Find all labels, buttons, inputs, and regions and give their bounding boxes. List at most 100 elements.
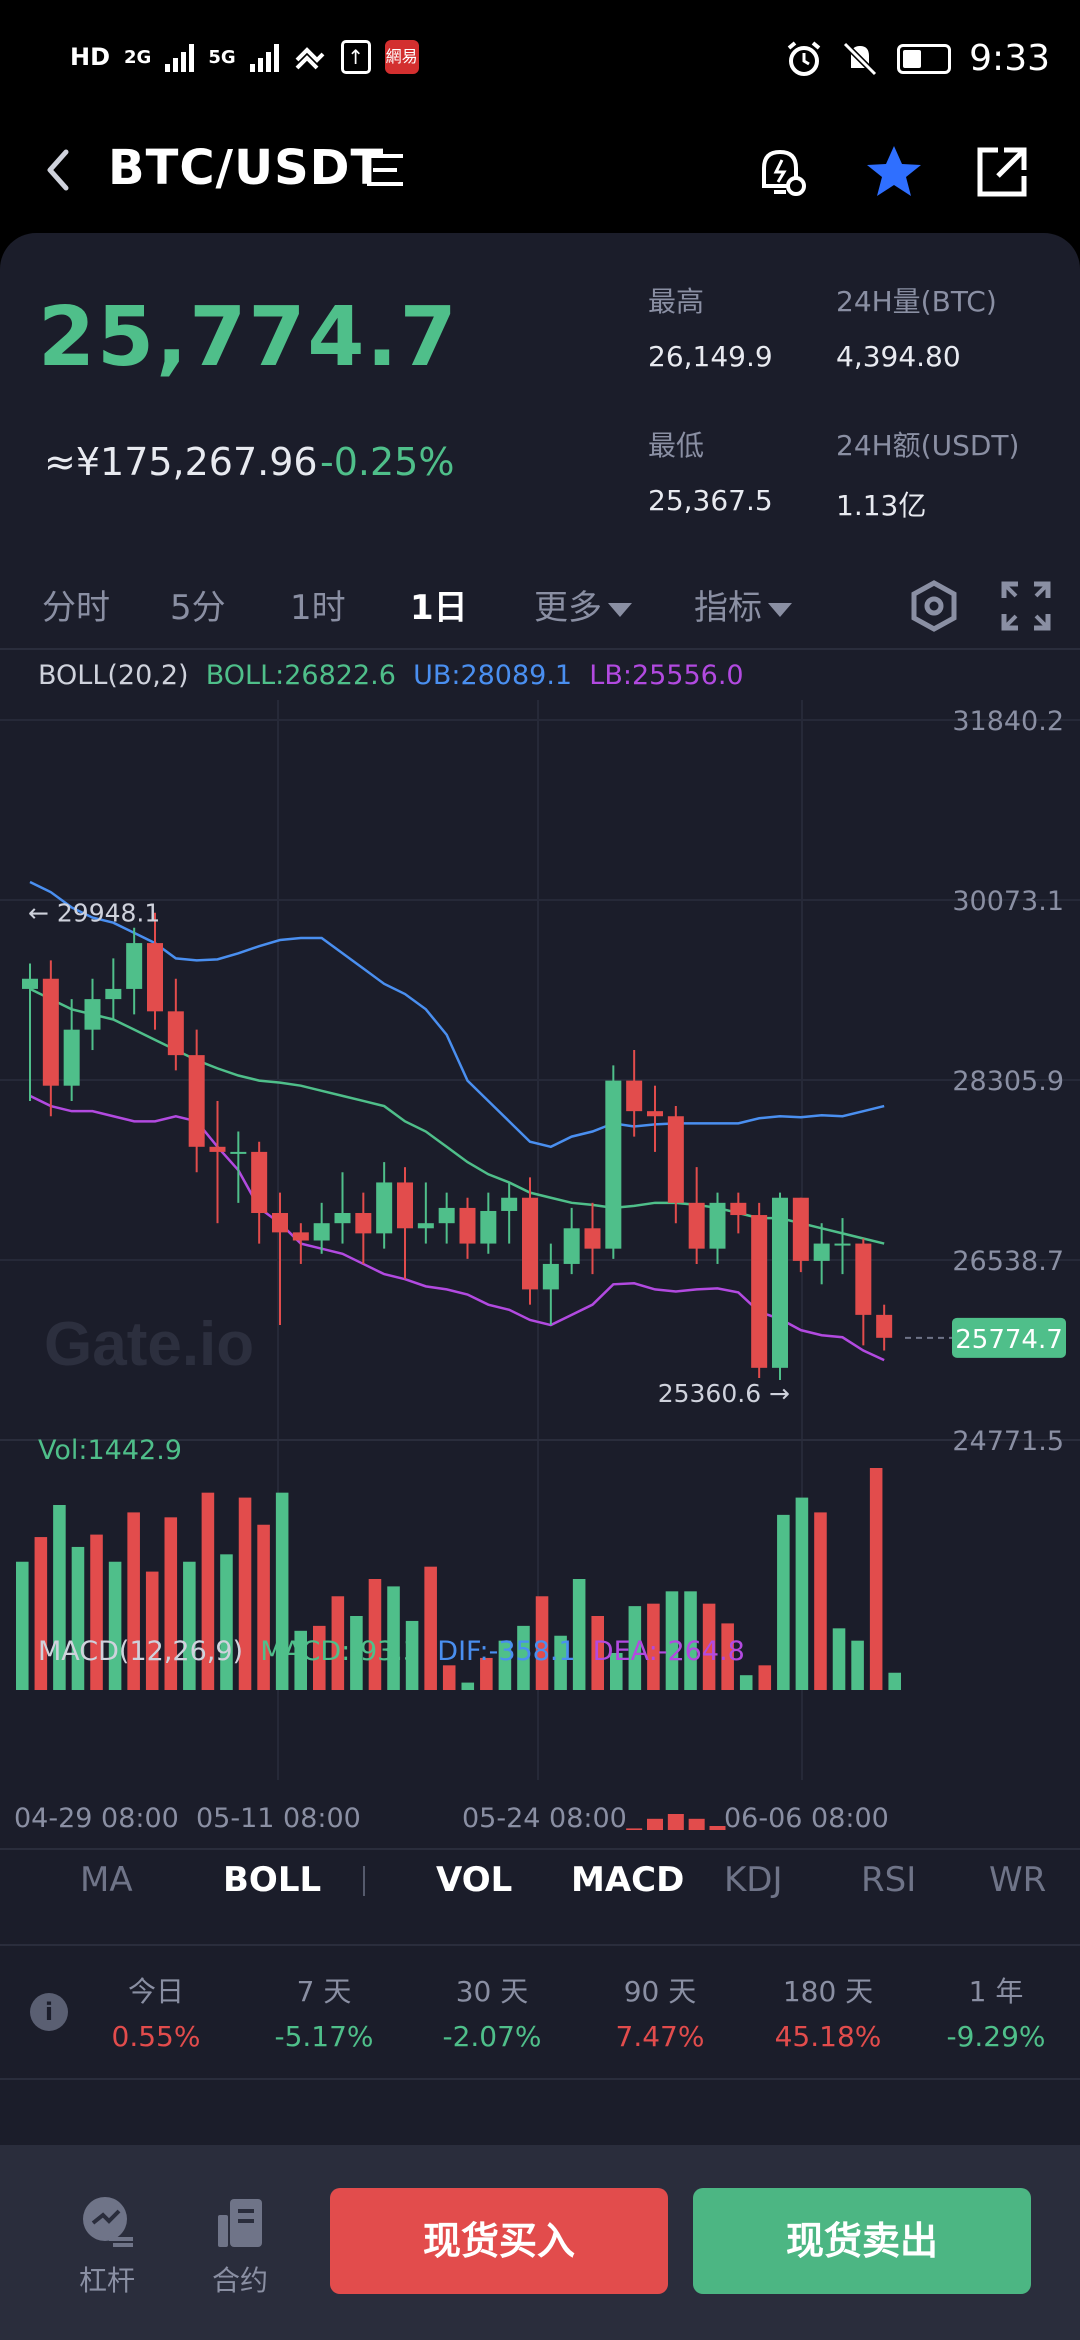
tab-1h[interactable]: 1时 <box>290 588 346 628</box>
signal-icon-2 <box>249 42 279 72</box>
share-icon[interactable] <box>970 140 1034 204</box>
ind-tab-macd[interactable]: MACD <box>571 1860 685 1900</box>
candle-body <box>730 1202 747 1216</box>
signal-icon <box>165 42 195 72</box>
candle-body <box>417 1223 434 1229</box>
candle-body <box>272 1213 288 1233</box>
volume-bar <box>294 1630 307 1690</box>
candle-body <box>688 1202 705 1249</box>
ind-tab-ma[interactable]: MA <box>80 1860 133 1900</box>
volume-bar <box>480 1657 493 1690</box>
price-change: -0.25% <box>320 440 455 484</box>
macd-name: MACD(12,26,9) <box>38 1636 244 1667</box>
candle-body <box>334 1213 351 1224</box>
volume-bar <box>164 1517 178 1690</box>
volume-bar <box>554 1635 567 1690</box>
candle-body <box>438 1207 455 1224</box>
amount-label: 24H额(USDT) <box>836 429 1020 462</box>
ind-tab-vol[interactable]: VOL <box>436 1860 513 1900</box>
candle-body <box>84 999 101 1030</box>
candle-body <box>251 1151 268 1214</box>
macd-histogram-bar <box>667 1814 684 1830</box>
volume-bar <box>888 1672 901 1690</box>
leverage-button[interactable]: 杠杆 <box>62 2195 152 2299</box>
volume-bar <box>628 1606 642 1690</box>
low-value: 25,367.5 <box>648 484 773 517</box>
candle-body <box>626 1080 643 1112</box>
info-icon[interactable]: i <box>30 1993 68 2031</box>
volume-bar <box>387 1586 400 1690</box>
status-bar: HD 2G 5G ↑ 網易 9:33 <box>0 0 1080 120</box>
leverage-label: 杠杆 <box>78 2264 135 2297</box>
favorite-star-icon[interactable] <box>862 140 926 204</box>
boll-mid-value: BOLL:26822.6 <box>205 660 396 691</box>
volume-bar <box>16 1561 29 1690</box>
price-alert-icon[interactable] <box>750 140 814 204</box>
ind-tab-kdj[interactable]: KDJ <box>724 1860 783 1900</box>
date-axis-label: 04-29 08:00 <box>14 1803 179 1830</box>
volume-bar <box>572 1579 586 1690</box>
volume-bar <box>758 1665 772 1690</box>
watermark-logo: Gate.io <box>44 1310 254 1379</box>
current-price-label: 25774.7 <box>955 1325 1063 1355</box>
macd-histogram-bar <box>709 1826 726 1830</box>
tab-5m[interactable]: 5分 <box>170 588 226 628</box>
leverage-icon <box>83 2197 133 2247</box>
volume-bar <box>34 1537 48 1690</box>
contract-label: 合约 <box>211 2264 268 2297</box>
chart-settings-icon[interactable] <box>906 578 962 634</box>
spot-buy-button[interactable]: 现货买入 <box>330 2188 668 2294</box>
chevron-down-icon <box>768 602 792 617</box>
fullscreen-icon[interactable] <box>1000 580 1052 632</box>
candle-body <box>355 1213 372 1234</box>
tab-timeline[interactable]: 分时 <box>42 588 110 628</box>
volume-bar <box>220 1554 233 1690</box>
nfc-icon <box>295 47 325 70</box>
pair-menu-icon[interactable] <box>365 150 405 190</box>
battery-icon <box>897 43 952 74</box>
max-price-marker: ← 29948.1 <box>28 899 160 928</box>
volume-bar <box>684 1591 697 1690</box>
dif-value: DIF:-358.1 <box>437 1636 576 1667</box>
high-label: 最高 <box>648 285 705 318</box>
volume-bar <box>498 1640 512 1690</box>
volume-bar <box>721 1623 734 1690</box>
min-price-marker: 25360.6 → <box>658 1379 790 1408</box>
ind-tab-wr[interactable]: WR <box>989 1860 1047 1900</box>
back-arrow-icon[interactable] <box>30 140 90 200</box>
boll-upper-line <box>29 880 885 1149</box>
candle-body <box>522 1197 538 1290</box>
volume-bar <box>127 1512 140 1690</box>
price-axis-label: 31840.2 <box>952 706 1064 737</box>
perf-label: 7 天 <box>296 1975 352 2008</box>
top-nav: BTC/USDT <box>0 120 1080 230</box>
volume-bar <box>869 1468 883 1690</box>
tab-1d[interactable]: 1日 <box>410 588 468 628</box>
boll-name: BOLL(20,2) <box>38 660 189 691</box>
ind-tab-rsi[interactable]: RSI <box>861 1860 917 1900</box>
volume-bar <box>424 1566 437 1690</box>
volume-bar <box>702 1603 716 1690</box>
volume-bar <box>647 1603 660 1690</box>
volume-bar <box>275 1492 289 1690</box>
volume-bar <box>257 1524 270 1690</box>
spot-sell-button[interactable]: 现货卖出 <box>693 2188 1031 2294</box>
contract-icon <box>218 2199 262 2247</box>
tab-indicators[interactable]: 指标 <box>694 580 792 629</box>
main-panel <box>0 233 1080 2148</box>
candle-body <box>605 1080 622 1249</box>
volume-bar <box>461 1682 475 1690</box>
network-2g-label: 2G <box>124 46 152 68</box>
ind-tab-boll[interactable]: BOLL <box>223 1860 322 1900</box>
perf-value: -2.07% <box>442 2020 542 2053</box>
volume-bar <box>313 1625 326 1690</box>
volume-bar <box>832 1628 846 1690</box>
tab-more[interactable]: 更多 <box>534 580 632 629</box>
contract-button[interactable]: 合约 <box>195 2195 285 2299</box>
upload-icon: ↑ <box>340 40 371 74</box>
pair-title[interactable]: BTC/USDT <box>108 140 385 196</box>
volume-bar <box>145 1571 159 1690</box>
perf-label: 90 天 <box>623 1975 697 2008</box>
volume-bar <box>53 1505 66 1690</box>
kline-chart[interactable]: Gate.io 31840.2 30073.1 28305.9 26538.7 24771… <box>0 700 1080 1830</box>
